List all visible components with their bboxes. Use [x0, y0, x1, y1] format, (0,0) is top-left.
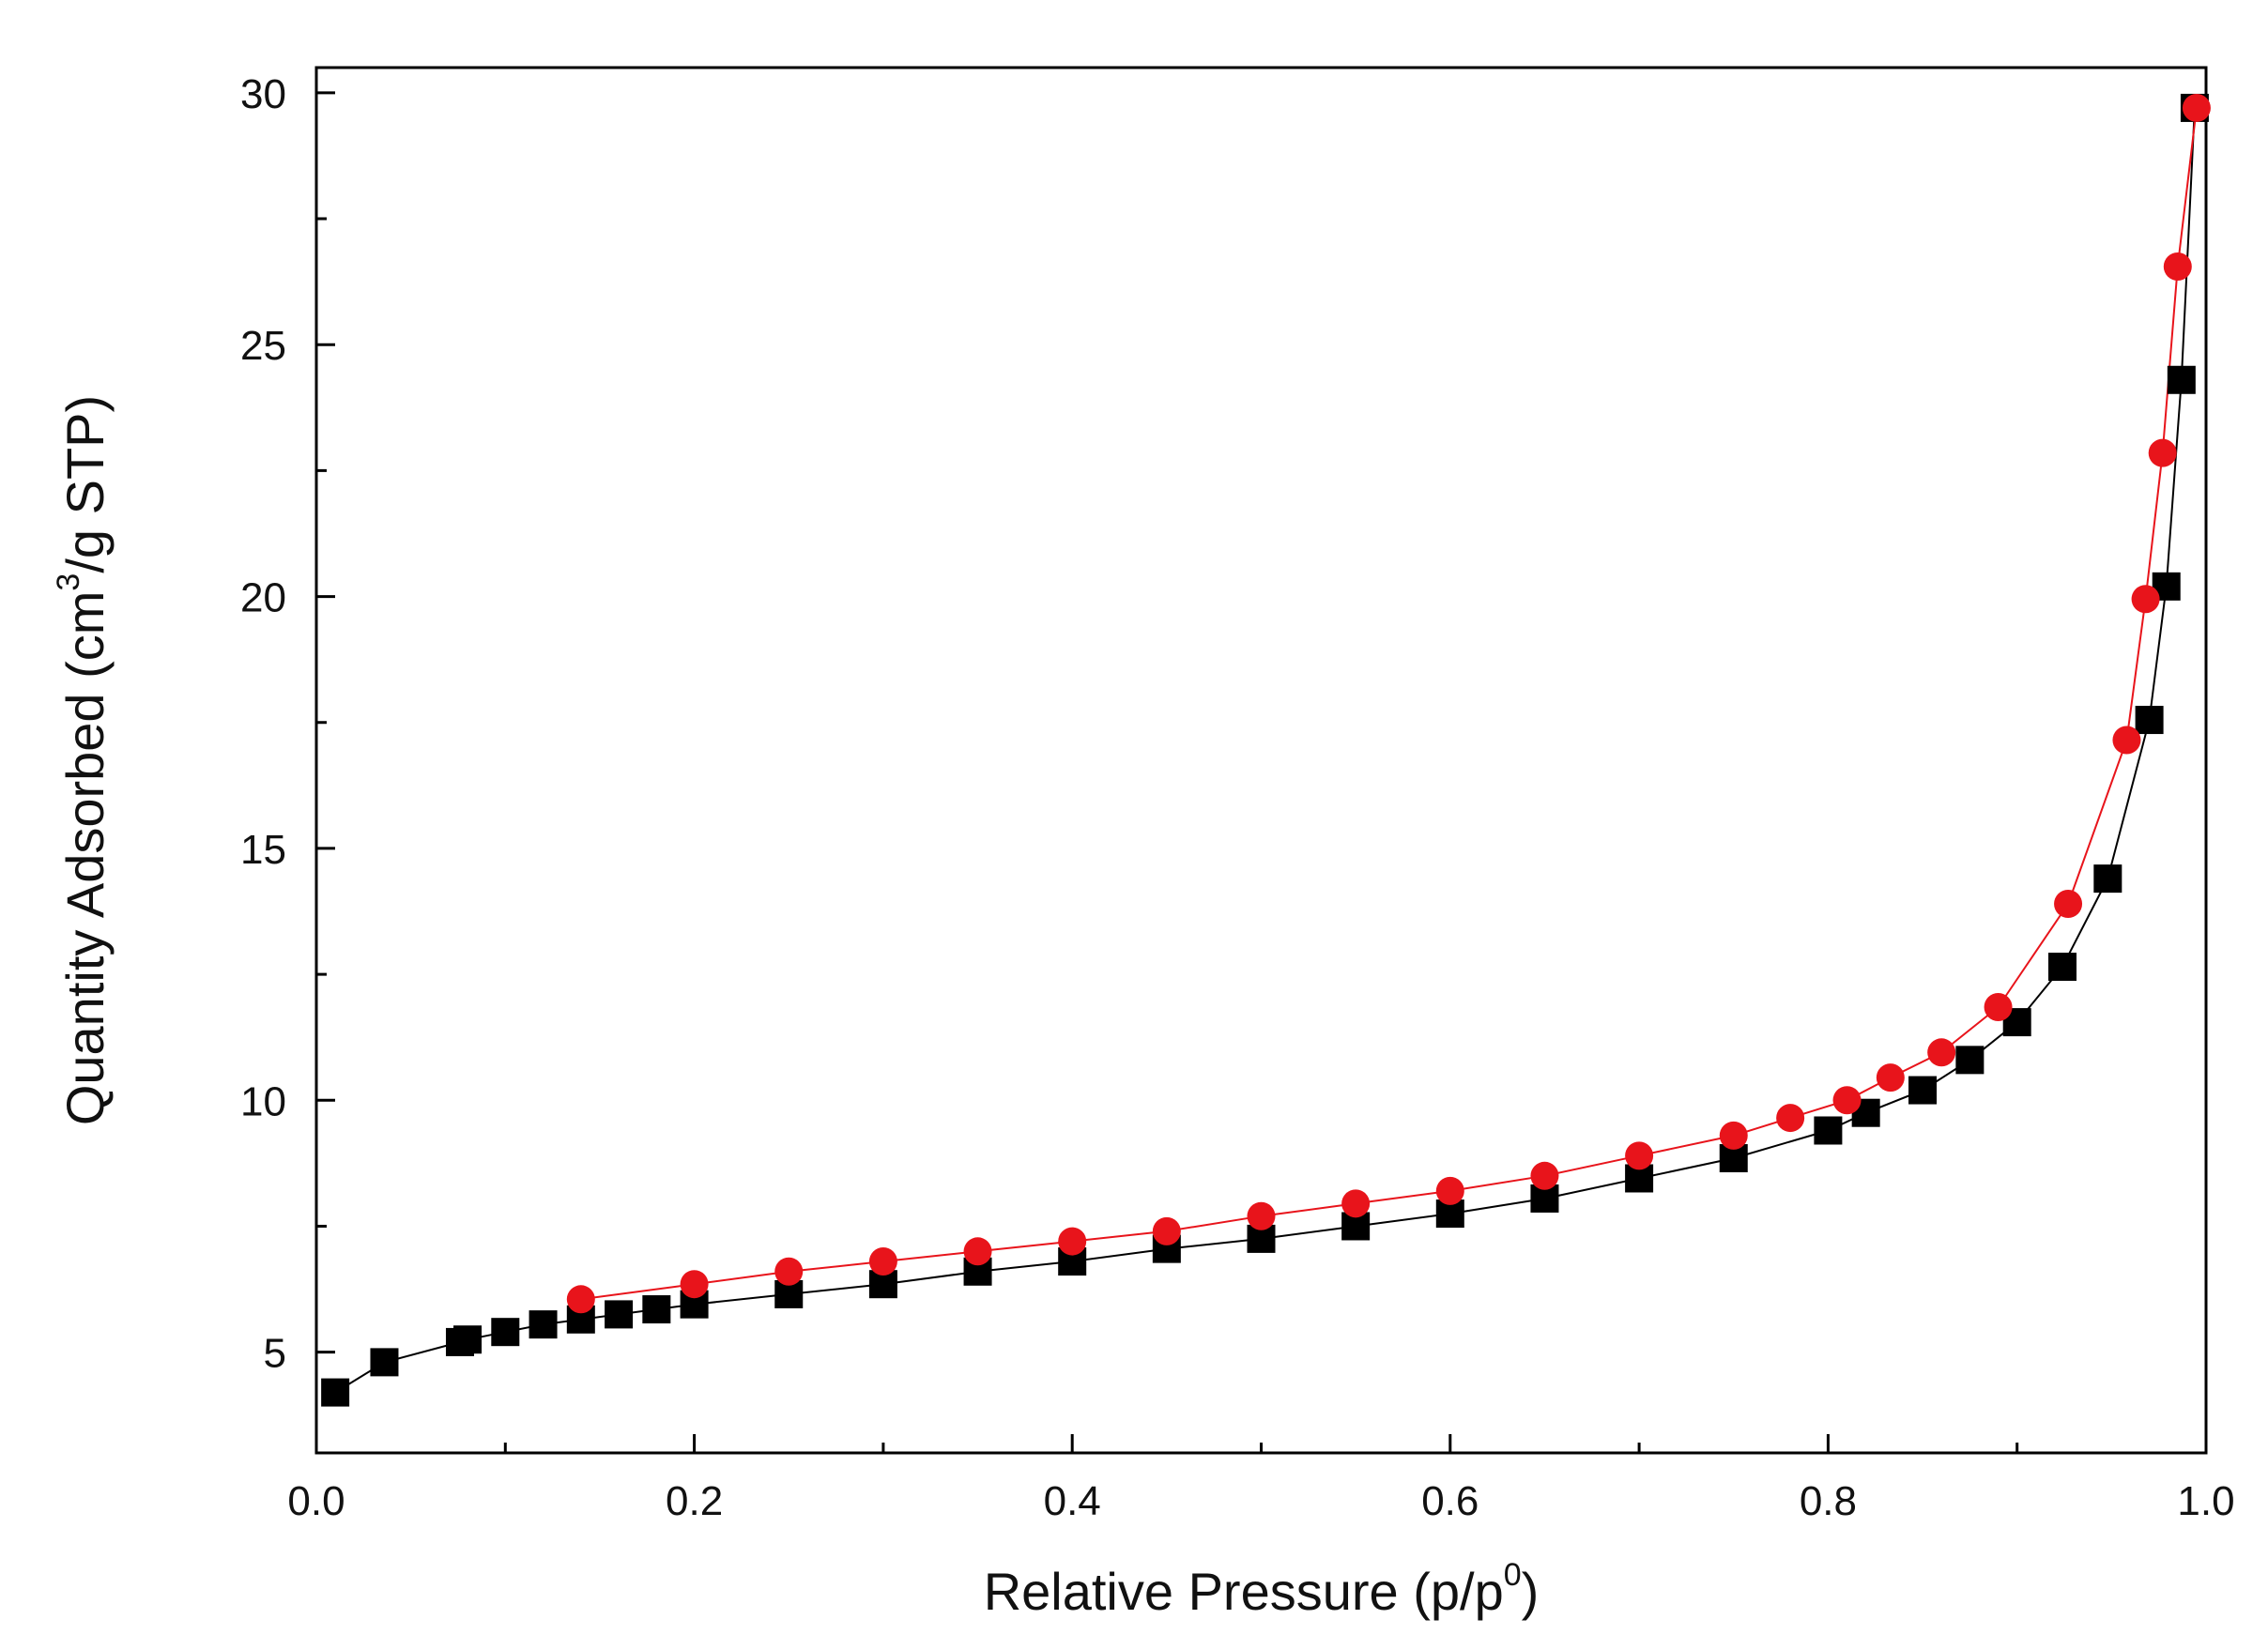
x-axis-title-tail: ) [1522, 1562, 1540, 1621]
data-point-circle [1247, 1201, 1276, 1230]
data-point-circle [1927, 1038, 1956, 1067]
series-desorption [566, 93, 2211, 1314]
data-point-circle [566, 1285, 595, 1314]
data-point-square [453, 1325, 483, 1354]
x-axis-title-main: Relative Pressure (p/p [984, 1562, 1504, 1621]
data-point-square [642, 1295, 671, 1324]
data-point-circle [1435, 1176, 1464, 1205]
data-point-circle [1876, 1063, 1905, 1092]
data-point-square [2048, 953, 2077, 982]
series-layer [321, 93, 2211, 1407]
x-tick-label: 0.8 [1800, 1478, 1857, 1524]
y-axis-title-sup: 3 [51, 573, 86, 591]
data-point-square [2135, 706, 2164, 735]
y-axis: 5 10 15 20 25 30 [240, 71, 335, 1377]
data-point-circle [2112, 726, 2141, 755]
y-axis-title: Quantity Adsorbed (cm3/g STP) [51, 395, 115, 1125]
data-point-circle [774, 1257, 804, 1286]
x-axis-title-sup: 0 [1504, 1557, 1522, 1593]
y-tick-label: 30 [240, 71, 286, 117]
data-point-circle [1058, 1227, 1087, 1256]
x-axis-title: Relative Pressure (p/p0) [984, 1557, 1540, 1621]
y-axis-title-main: Quantity Adsorbed (cm [55, 591, 115, 1126]
data-point-circle [1530, 1161, 1559, 1190]
data-point-square [1955, 1046, 1984, 1075]
data-point-square [1908, 1076, 1938, 1105]
x-tick-label: 1.0 [2177, 1478, 2234, 1524]
data-point-circle [2148, 438, 2177, 467]
data-point-circle [1341, 1189, 1371, 1218]
y-tick-label: 5 [264, 1331, 286, 1377]
y-axis-title-tail: /g STP) [55, 395, 115, 573]
data-point-circle [2182, 93, 2211, 122]
data-point-square [529, 1310, 558, 1339]
data-point-square [491, 1318, 520, 1347]
data-point-circle [1984, 992, 2013, 1021]
data-point-square [605, 1300, 634, 1329]
y-tick-label: 15 [240, 827, 286, 873]
data-point-circle [1832, 1086, 1862, 1115]
data-point-square [1814, 1116, 1843, 1145]
y-tick-label: 25 [240, 323, 286, 369]
data-point-circle [1776, 1104, 1805, 1133]
data-point-circle [2054, 889, 2083, 918]
data-point-square [2093, 864, 2122, 894]
data-point-square [370, 1348, 399, 1377]
x-tick-label: 0.6 [1421, 1478, 1479, 1524]
data-point-circle [1152, 1216, 1181, 1245]
data-point-circle [963, 1237, 992, 1266]
data-point-circle [2163, 252, 2192, 282]
x-tick-label: 0.4 [1044, 1478, 1101, 1524]
data-point-circle [2131, 585, 2160, 614]
data-point-square [2167, 365, 2196, 394]
x-axis: 0.0 0.2 0.4 0.6 0.8 1.0 [287, 1434, 2235, 1524]
y-tick-label: 10 [240, 1078, 286, 1124]
data-point-square [321, 1378, 350, 1407]
series-line-desorption [580, 107, 2198, 1301]
data-point-circle [1719, 1121, 1748, 1150]
x-tick-label: 0.0 [287, 1478, 345, 1524]
y-tick-label: 20 [240, 575, 286, 621]
data-point-circle [1625, 1141, 1654, 1170]
data-point-circle [868, 1247, 897, 1276]
x-tick-label: 0.2 [666, 1478, 723, 1524]
data-point-circle [680, 1270, 709, 1299]
